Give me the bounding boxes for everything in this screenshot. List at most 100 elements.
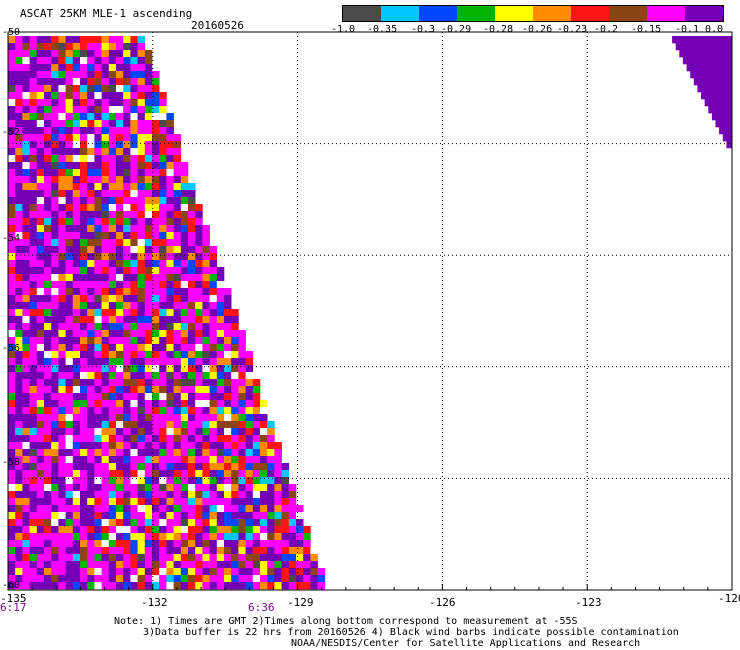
wind-cell <box>22 407 30 415</box>
wind-cell <box>252 407 261 415</box>
wind-cell <box>188 533 196 541</box>
wind-cell <box>72 64 81 72</box>
wind-cell <box>216 400 225 408</box>
wind-cell <box>159 470 167 478</box>
wind-cell <box>209 400 218 408</box>
wind-cell <box>36 456 45 464</box>
wind-cell <box>51 421 59 429</box>
wind-cell <box>87 435 95 443</box>
wind-cell <box>51 512 59 520</box>
wind-cell <box>44 484 52 492</box>
wind-cell <box>130 358 138 366</box>
wind-cell <box>44 50 52 58</box>
wind-cell <box>209 393 218 401</box>
wind-cell <box>87 323 95 331</box>
wind-cell <box>8 554 16 562</box>
wind-cell <box>708 78 716 86</box>
wind-cell <box>22 365 30 373</box>
wind-cell <box>697 43 705 51</box>
wind-cell <box>137 309 146 317</box>
wind-cell <box>94 316 102 324</box>
wind-cell <box>123 407 131 415</box>
wind-cell <box>267 484 275 492</box>
wind-cell <box>22 197 30 205</box>
wind-cell <box>719 99 727 107</box>
wind-cell <box>238 379 246 387</box>
wind-cell <box>144 561 153 569</box>
wind-cell <box>137 582 146 590</box>
wind-cell <box>65 99 74 107</box>
wind-cell <box>159 463 167 471</box>
wind-cell <box>65 253 74 261</box>
wind-cell <box>166 204 174 212</box>
wind-cell <box>231 526 239 534</box>
wind-cell <box>216 274 225 282</box>
wind-cell <box>137 442 146 450</box>
wind-cell <box>202 449 210 457</box>
wind-cell <box>722 134 731 142</box>
wind-cell <box>29 218 38 226</box>
wind-cell <box>116 169 124 177</box>
wind-cell <box>51 316 59 324</box>
wind-cell <box>8 568 16 576</box>
wind-cell <box>144 428 153 436</box>
wind-cell <box>8 36 16 44</box>
wind-cell <box>65 239 74 247</box>
wind-cell <box>72 176 81 184</box>
wind-cell <box>44 582 52 590</box>
wind-cell <box>224 526 232 534</box>
wind-cell <box>159 225 167 233</box>
wind-cell <box>180 561 189 569</box>
wind-cell <box>152 491 160 499</box>
wind-cell <box>224 344 232 352</box>
wind-cell <box>130 309 138 317</box>
wind-cell <box>101 568 110 576</box>
wind-cell <box>29 414 38 422</box>
wind-cell <box>29 204 38 212</box>
wind-cell <box>80 316 88 324</box>
wind-cell <box>166 127 174 135</box>
wind-cell <box>281 484 290 492</box>
wind-cell <box>101 92 110 100</box>
wind-cell <box>65 561 74 569</box>
wind-cell <box>80 491 88 499</box>
wind-cell <box>224 463 232 471</box>
wind-cell <box>144 162 153 170</box>
wind-cell <box>51 134 59 142</box>
wind-cell <box>116 568 124 576</box>
wind-cell <box>281 526 290 534</box>
wind-cell <box>87 316 95 324</box>
wind-cell <box>116 372 124 380</box>
wind-cell <box>137 428 146 436</box>
wind-cell <box>180 498 189 506</box>
wind-cell <box>108 78 117 86</box>
wind-cell <box>8 99 16 107</box>
wind-cell <box>123 141 131 149</box>
wind-cell <box>144 176 153 184</box>
wind-cell <box>108 113 117 121</box>
wind-cell <box>231 470 239 478</box>
wind-cell <box>116 211 124 219</box>
wind-cell <box>65 190 74 198</box>
wind-cell <box>195 407 203 415</box>
wind-cell <box>137 155 146 163</box>
wind-cell <box>65 547 74 555</box>
wind-cell <box>137 85 146 93</box>
wind-cell <box>130 78 138 86</box>
wind-cell <box>22 526 30 534</box>
wind-cell <box>173 316 182 324</box>
wind-cell <box>65 449 74 457</box>
colorbar-label: -0.2 <box>594 24 619 35</box>
wind-cell <box>22 169 30 177</box>
wind-cell <box>36 169 45 177</box>
wind-cell <box>51 218 59 226</box>
wind-cell <box>36 141 45 149</box>
wind-cell <box>166 120 174 128</box>
wind-cell <box>166 393 174 401</box>
wind-cell <box>245 561 254 569</box>
wind-cell <box>195 582 203 590</box>
wind-cell <box>36 134 45 142</box>
wind-cell <box>94 92 102 100</box>
wind-cell <box>15 50 23 58</box>
wind-cell <box>44 372 52 380</box>
